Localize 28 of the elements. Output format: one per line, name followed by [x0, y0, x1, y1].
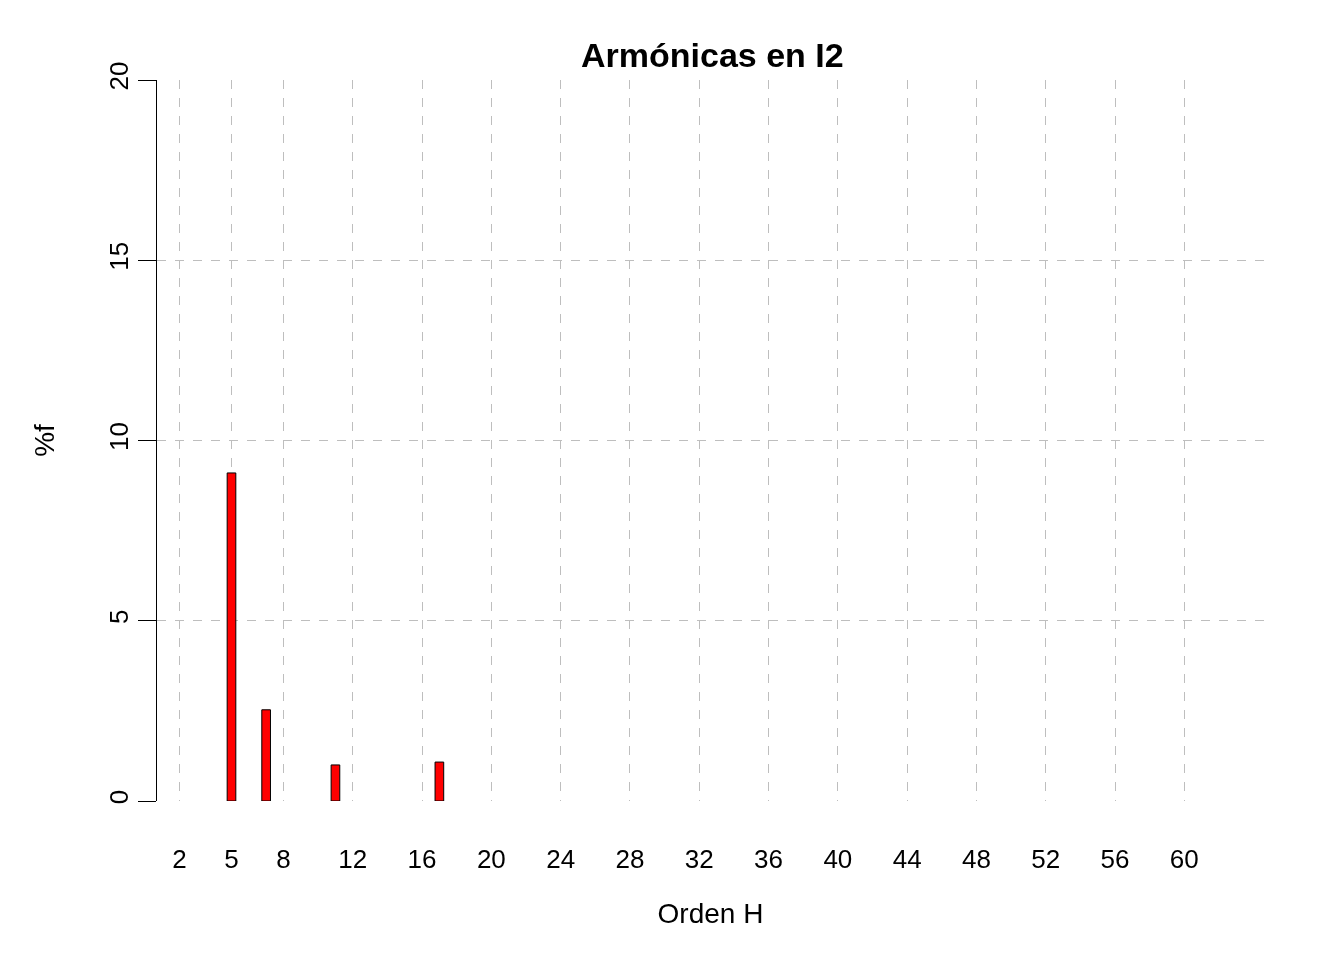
- y-tick-label: 0: [103, 789, 134, 805]
- y-tick-label: 15: [103, 241, 134, 271]
- bar: [434, 761, 445, 801]
- x-tick-label: 20: [476, 844, 506, 874]
- x-tick-label: 28: [615, 844, 645, 874]
- y-tick-label: 20: [103, 61, 134, 91]
- bar: [330, 764, 341, 801]
- x-tick-label: 40: [823, 844, 853, 874]
- y-tick-label: 10: [103, 422, 134, 452]
- x-tick-label: 24: [546, 844, 576, 874]
- y-axis-title: %f: [29, 423, 61, 457]
- x-tick-label: 60: [1169, 844, 1199, 874]
- y-tick-label: 5: [103, 609, 134, 625]
- x-tick-label: 32: [684, 844, 714, 874]
- x-tick-label: 16: [407, 844, 437, 874]
- bar: [226, 472, 237, 801]
- x-tick-label: 12: [338, 844, 368, 874]
- bar: [261, 709, 271, 801]
- x-tick-label: 56: [1100, 844, 1130, 874]
- x-tick-label: 5: [224, 844, 239, 874]
- x-tick-label: 48: [961, 844, 991, 874]
- x-axis-title: Orden H: [657, 898, 764, 930]
- x-tick-label: 52: [1031, 844, 1061, 874]
- x-tick-label: 8: [276, 844, 291, 874]
- x-tick-label: 44: [892, 844, 922, 874]
- x-tick-label: 36: [754, 844, 783, 874]
- x-tick-label: 2: [172, 844, 187, 874]
- chart-title: Armónicas en I2: [580, 36, 844, 74]
